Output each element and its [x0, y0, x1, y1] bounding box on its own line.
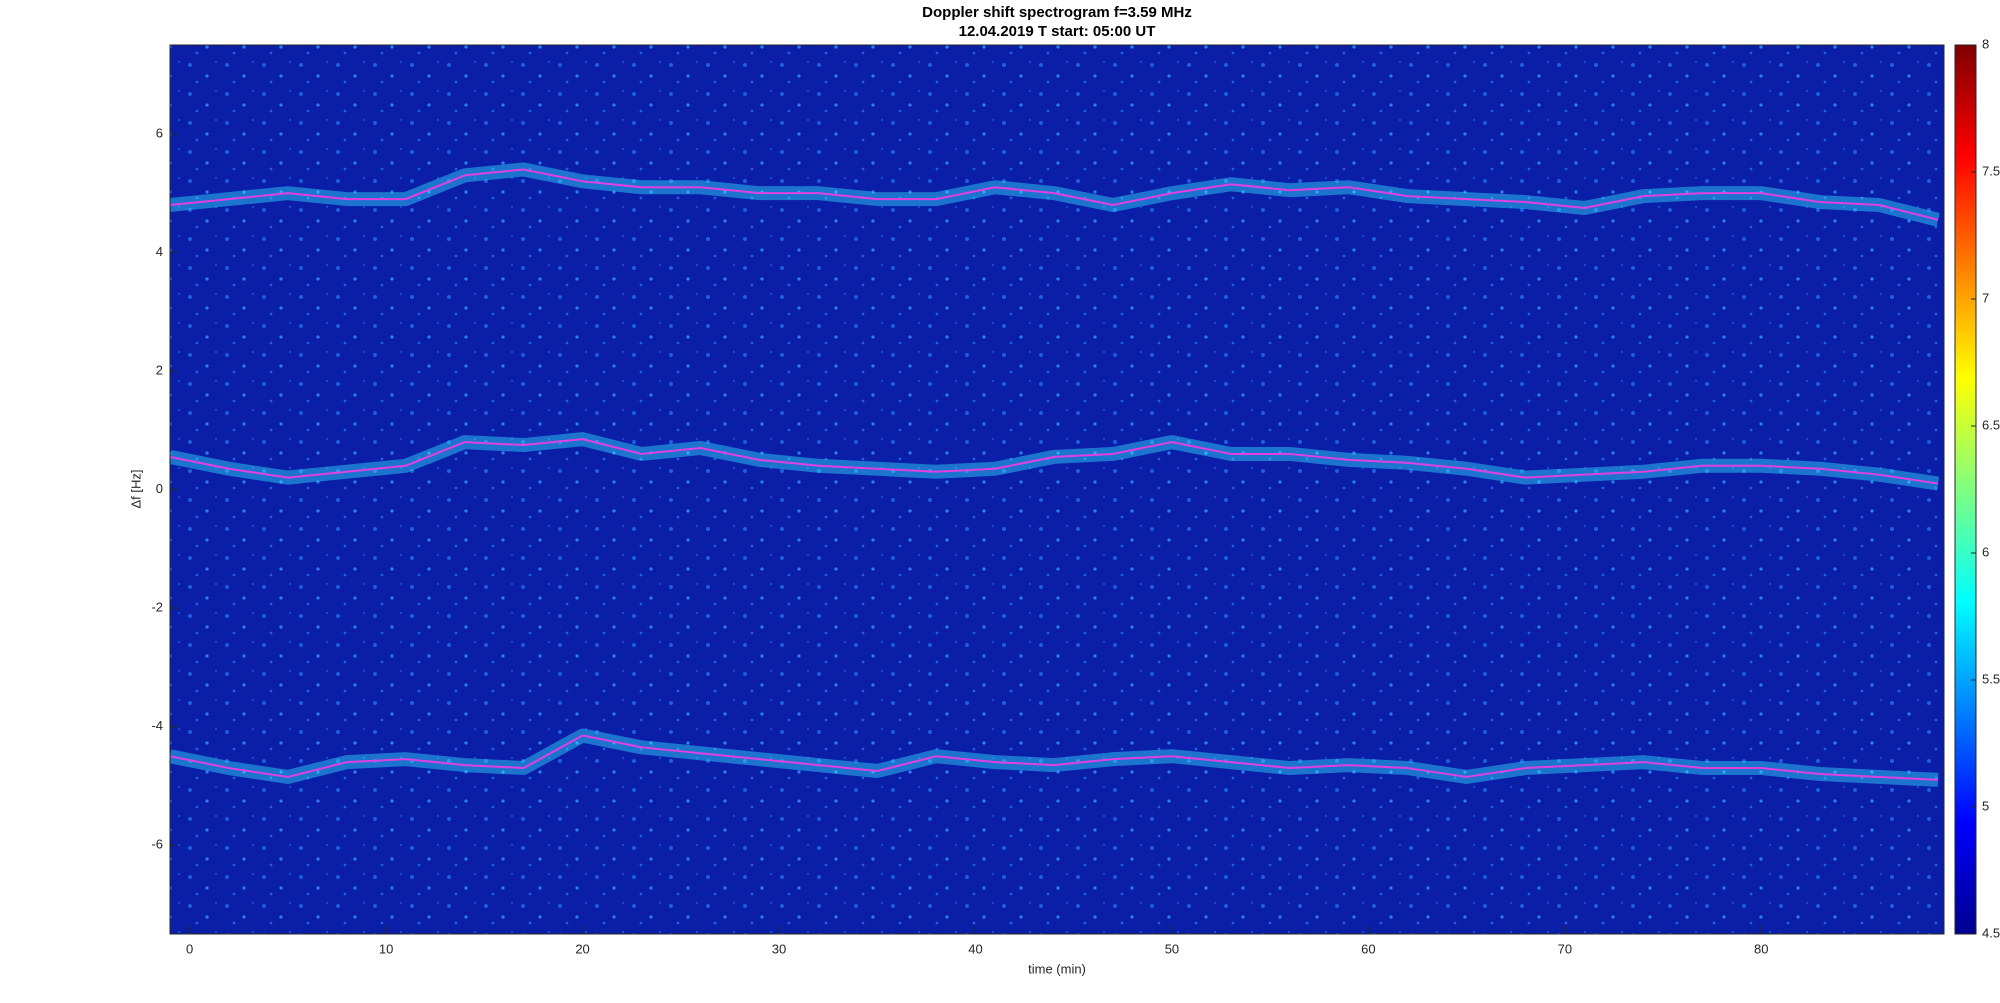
chart-title: Doppler shift spectrogram f=3.59 MHz — [922, 4, 1192, 21]
x-tick-label: 70 — [1558, 941, 1572, 956]
y-tick-label: 6 — [156, 125, 163, 140]
y-tick-label: 0 — [156, 481, 163, 496]
colorbar-tick-label: 6.5 — [1982, 417, 2000, 432]
trace-line — [169, 438, 1939, 485]
colorbar-tick-label: 7.5 — [1982, 163, 2000, 178]
y-tick-label: -2 — [151, 599, 163, 614]
plot-area — [170, 45, 1944, 934]
x-tick-label: 10 — [379, 941, 393, 956]
y-tick-label: 4 — [156, 244, 163, 259]
y-tick-label: -6 — [151, 837, 163, 852]
y-tick-label: -4 — [151, 718, 163, 733]
x-tick-label: 20 — [575, 941, 589, 956]
x-tick-label: 30 — [772, 941, 786, 956]
x-axis-label: time (min) — [1028, 961, 1086, 976]
x-tick-label: 0 — [186, 941, 193, 956]
y-axis-label: Δf [Hz] — [128, 469, 143, 508]
colorbar-tick-label: 4.5 — [1982, 925, 2000, 940]
colorbar-tick-label: 5 — [1982, 798, 1989, 813]
y-tick-label: 2 — [156, 362, 163, 377]
chart-subtitle: 12.04.2019 T start: 05:00 UT — [959, 23, 1156, 40]
colorbar-tick-label: 7 — [1982, 290, 1989, 305]
colorbar-tick-label: 5.5 — [1982, 671, 2000, 686]
colorbar — [1954, 44, 1977, 935]
trace-line — [169, 168, 1939, 221]
x-tick-label: 50 — [1165, 941, 1179, 956]
x-tick-label: 60 — [1361, 941, 1375, 956]
x-tick-label: 40 — [968, 941, 982, 956]
trace-line — [169, 734, 1939, 781]
colorbar-tick-label: 8 — [1982, 36, 1989, 51]
x-tick-label: 80 — [1754, 941, 1768, 956]
colorbar-tick-label: 6 — [1982, 544, 1989, 559]
